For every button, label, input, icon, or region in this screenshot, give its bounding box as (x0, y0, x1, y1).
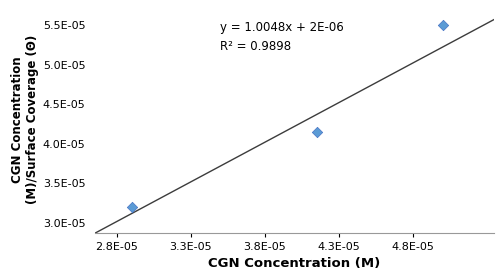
Text: y = 1.0048x + 2E-06
R² = 0.9898: y = 1.0048x + 2E-06 R² = 0.9898 (220, 21, 344, 53)
Point (312, 130, 320, 134)
X-axis label: CGN Concentration (M): CGN Concentration (M) (208, 258, 380, 270)
Y-axis label: CGN Concentration
(M)/Surface Coverage (Θ): CGN Concentration (M)/Surface Coverage (… (10, 34, 38, 204)
Point (128, 205, 136, 209)
Point (438, 23, 446, 28)
